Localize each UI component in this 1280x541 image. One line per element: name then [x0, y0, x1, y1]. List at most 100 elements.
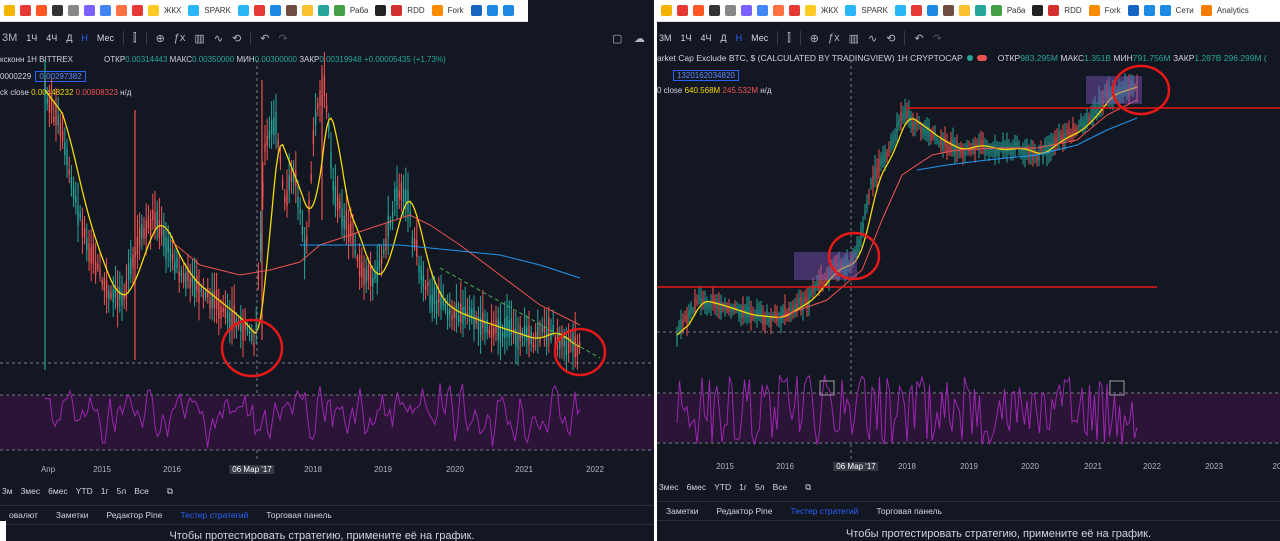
interval-w[interactable]: Н — [735, 33, 743, 43]
bookmark-label[interactable]: ЖКХ — [821, 6, 839, 15]
range-button[interactable]: 3мес — [659, 482, 679, 492]
interval-4h[interactable]: 4Ч — [700, 33, 712, 43]
indicators-icon[interactable]: ƒx — [828, 32, 840, 44]
compare-icon[interactable]: ∿ — [868, 32, 878, 45]
symbol-title[interactable]: arket Cap Exclude BTC, $ (CALCULATED BY … — [657, 53, 963, 63]
bookmark-icon[interactable] — [116, 5, 127, 16]
bookmark-label[interactable]: ЖКХ — [164, 6, 182, 15]
bookmark-icon[interactable] — [789, 5, 800, 16]
redo-icon[interactable]: ↷ — [932, 32, 942, 45]
bookmark-icon[interactable] — [100, 5, 111, 16]
bookmark-icon[interactable] — [132, 5, 143, 16]
bookmark-icon[interactable] — [677, 5, 688, 16]
range-button[interactable]: YTD — [714, 482, 732, 492]
bookmark-icon[interactable] — [4, 5, 15, 16]
panel-tab[interactable]: овалют — [9, 510, 38, 520]
add-icon[interactable]: ⊕ — [155, 32, 165, 45]
bookmark-icon[interactable] — [502, 5, 514, 16]
range-button[interactable]: 5л — [116, 486, 127, 496]
calendar-icon[interactable]: ⧉ — [805, 481, 812, 492]
bookmark-icon[interactable] — [910, 5, 922, 16]
panel-tab[interactable]: Заметки — [666, 506, 699, 516]
bookmark-icon[interactable] — [1127, 5, 1139, 16]
bookmark-icon[interactable] — [1048, 5, 1060, 16]
bookmark-label[interactable]: Раба — [1006, 6, 1026, 15]
replay-icon[interactable]: ⟲ — [886, 32, 896, 45]
bookmark-icon[interactable] — [269, 5, 281, 16]
bookmark-icon[interactable] — [805, 5, 816, 16]
bookmark-icon[interactable] — [391, 5, 403, 16]
range-button[interactable]: 6мес — [48, 486, 68, 496]
bookmark-icon[interactable] — [1159, 5, 1171, 16]
bookmark-icon[interactable] — [1032, 5, 1044, 16]
price-chart[interactable] — [657, 0, 1280, 460]
bookmark-icon[interactable] — [317, 5, 329, 16]
bookmark-icon[interactable] — [1088, 5, 1100, 16]
range-button[interactable]: 6мес — [686, 482, 707, 492]
bookmark-icon[interactable] — [188, 5, 200, 16]
bookmark-icon[interactable] — [431, 5, 443, 16]
bookmark-icon[interactable] — [253, 5, 265, 16]
interval-3m[interactable]: 3М — [2, 32, 18, 44]
panel-tab[interactable]: Тестер стратегий — [180, 510, 249, 520]
bookmark-icon[interactable] — [285, 5, 297, 16]
range-button[interactable]: Все — [772, 482, 788, 492]
bars-icon[interactable]: ▥ — [848, 32, 860, 45]
bookmark-icon[interactable] — [68, 5, 79, 16]
compare-icon[interactable]: ∿ — [213, 32, 224, 45]
indicator-label[interactable]: 0 close — [657, 86, 683, 95]
range-button[interactable]: 1г — [739, 482, 747, 492]
bookmark-icon[interactable] — [845, 5, 857, 16]
interval-1h[interactable]: 1Ч — [26, 33, 38, 43]
bookmark-icon[interactable] — [725, 5, 736, 16]
bookmark-icon[interactable] — [974, 5, 986, 16]
bookmark-label[interactable]: SPARK — [204, 6, 231, 15]
bookmark-icon[interactable] — [990, 5, 1002, 16]
panel-tab[interactable]: Редактор Pine — [106, 510, 163, 520]
bookmark-icon[interactable] — [926, 5, 938, 16]
indicators-icon[interactable]: ƒx — [173, 32, 186, 44]
range-button[interactable]: 5л — [754, 482, 765, 492]
panel-tab[interactable]: Заметки — [55, 510, 89, 520]
bookmark-icon[interactable] — [773, 5, 784, 16]
bookmark-label[interactable]: SPARK — [861, 6, 888, 15]
bookmark-icon[interactable] — [894, 5, 906, 16]
bars-icon[interactable]: ▥ — [194, 32, 205, 45]
bookmark-label[interactable]: Fork — [447, 6, 464, 15]
range-button[interactable]: YTD — [75, 486, 93, 496]
price-chart[interactable] — [0, 0, 654, 460]
bookmark-icon[interactable] — [84, 5, 95, 16]
bookmark-icon[interactable] — [741, 5, 752, 16]
bookmark-label[interactable]: Analytics — [1216, 6, 1249, 15]
bookmark-icon[interactable] — [301, 5, 313, 16]
symbol-title[interactable]: ксконн 1H BITTREX — [0, 55, 73, 64]
interval-m[interactable]: Мес — [751, 33, 769, 43]
interval-w[interactable]: Н — [81, 33, 88, 43]
cloud-icon[interactable]: ☁ — [634, 32, 645, 45]
candles-icon[interactable]: ⫿ — [787, 31, 791, 44]
interval-m[interactable]: Мес — [96, 33, 115, 43]
redo-icon[interactable]: ↷ — [278, 32, 288, 45]
interval-1h[interactable]: 1Ч — [680, 33, 692, 43]
bookmark-icon[interactable] — [1200, 5, 1212, 16]
range-button[interactable]: 1г — [100, 486, 109, 496]
panel-tab[interactable]: Торговая панель — [876, 506, 942, 516]
bookmark-icon[interactable] — [148, 5, 159, 16]
bookmark-icon[interactable] — [661, 5, 672, 16]
bookmark-icon[interactable] — [20, 5, 31, 16]
interval-d[interactable]: Д — [66, 33, 73, 43]
bookmark-icon[interactable] — [52, 5, 63, 16]
bookmark-icon[interactable] — [757, 5, 768, 16]
range-button[interactable]: Все — [134, 486, 149, 496]
calendar-icon[interactable]: ⧉ — [166, 485, 173, 496]
bookmark-label[interactable]: Fork — [1104, 6, 1121, 15]
undo-icon[interactable]: ↶ — [260, 32, 270, 45]
bookmark-icon[interactable] — [942, 5, 954, 16]
replay-icon[interactable]: ⟲ — [232, 32, 242, 45]
bookmark-label[interactable]: Раба — [349, 6, 369, 15]
interval-d[interactable]: Д — [720, 33, 727, 43]
panel-tab[interactable]: Тестер стратегий — [790, 506, 859, 516]
bookmark-icon[interactable] — [333, 5, 345, 16]
bookmark-label[interactable]: RDD — [1064, 6, 1082, 15]
add-icon[interactable]: ⊕ — [809, 32, 820, 45]
